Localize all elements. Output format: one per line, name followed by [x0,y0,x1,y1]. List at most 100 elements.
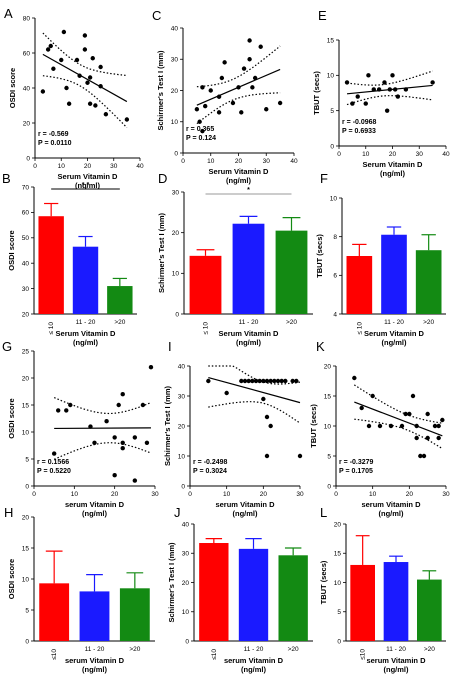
x-axis-unit: (ng/ml) [73,338,98,347]
panel-letter: I [168,339,172,354]
y-tick-label: 20 [172,230,180,237]
data-point [366,423,372,429]
data-point [194,107,200,112]
panel-letter: E [318,8,327,23]
data-point [366,73,371,78]
data-point [283,378,288,384]
category-label: 11 - 20 [384,319,404,326]
confidence-band-upper [353,384,443,424]
x-axis-label: Serum Vitamin D [363,160,423,169]
data-point [206,378,211,384]
data-point [241,66,247,71]
bar [278,555,308,641]
y-tick-label: 5 [330,108,334,115]
y-tick-label: 50 [22,235,30,242]
data-point [384,108,390,113]
y-tick-label: 80 [23,15,31,22]
stat-r-value: r = 0.365 [186,126,214,133]
x-tick-label: 0 [337,151,341,158]
data-point [377,423,383,429]
y-tick-label: 0 [185,638,189,645]
y-tick-label: 5 [337,609,341,616]
bar [199,543,229,641]
data-point [85,80,90,85]
confidence-band-upper [208,365,301,385]
data-point [264,107,269,112]
category-label: 11 - 20 [85,646,105,653]
bar [415,250,442,314]
data-point [407,411,412,417]
x-tick-label: 30 [110,163,118,170]
significance-marker: * [247,187,250,194]
category-label: >20 [129,646,140,653]
bar [350,564,375,641]
stat-p-value: P = 0.124 [186,135,216,142]
significance-marker: * * [82,182,90,189]
panel-e: E 0 5 10 15 0 10 20 30 40 TBUT (secs) r = -0.0968 P … [312,8,450,178]
category-label: >20 [424,646,435,653]
category-label: 11 - 20 [76,319,96,326]
y-axis-label: Schirmer's Test I (mm) [163,386,172,467]
y-tick-label: 30 [171,57,179,64]
data-point [112,435,117,440]
y-tick-label: 5 [25,456,29,463]
y-tick-label: 0 [174,150,178,157]
data-point [236,85,241,90]
confidence-band-upper [346,70,433,86]
data-point [120,392,125,397]
data-point [382,80,387,85]
data-point [440,417,445,423]
x-tick-label: 10 [58,163,66,170]
stat-p-value: P = 0.6933 [342,128,376,135]
data-point [230,100,236,106]
category-label: >20 [114,319,125,326]
x-axis-unit: (ng/ml) [82,665,107,674]
data-point [239,378,244,384]
data-point [216,94,222,99]
y-tick-label: 0 [181,483,185,490]
x-axis-label: serum Vitamin D [65,656,125,665]
y-axis-label: Schirmer's Test I (mm) [156,50,165,131]
category-label: 11 - 20 [244,646,264,653]
panel-letter: D [158,171,167,186]
x-tick-label: 30 [442,491,450,498]
category-label: ≤ 10 [203,322,210,335]
data-point [120,446,125,451]
data-point [290,378,295,384]
data-point [148,365,154,370]
x-tick-label: 10 [223,491,231,498]
data-point [116,402,121,408]
data-point [64,85,69,91]
x-axis-unit: (ng/ml) [384,665,409,674]
data-point [370,393,375,399]
x-tick-label: 20 [111,491,119,498]
data-point [261,378,266,384]
y-tick-label: 10 [182,609,190,616]
data-point [392,87,398,92]
x-axis-label: serum Vitamin D [215,500,275,509]
x-tick-label: 0 [188,491,192,498]
data-point [430,80,435,85]
y-tick-label: 20 [171,88,179,95]
y-tick-label: 15 [22,402,30,409]
y-axis-label: OSDI score [7,398,16,438]
panel-a: A 0 20 40 60 80 0 10 20 30 40 OSDI score r = -0.569 P… [4,6,144,190]
panel-letter: G [2,339,12,354]
data-point [90,56,95,61]
data-point [103,112,109,117]
data-point [132,435,138,440]
y-tick-label: 40 [178,363,186,370]
data-point [264,414,270,420]
y-axis-label: OSDI score [7,559,16,599]
x-axis-unit: (ng/ml) [382,338,407,347]
confidence-band-lower [42,75,128,129]
x-axis-label: serum Vitamin D [366,656,426,665]
y-tick-label: 70 [22,184,30,191]
y-axis-label: Schirmer's Test I (mm) [167,542,176,623]
data-point [51,66,56,71]
data-point [250,378,255,384]
stat-p-value: P = 0.3024 [193,468,227,475]
y-tick-label: 10 [22,576,30,583]
bar [232,223,265,314]
